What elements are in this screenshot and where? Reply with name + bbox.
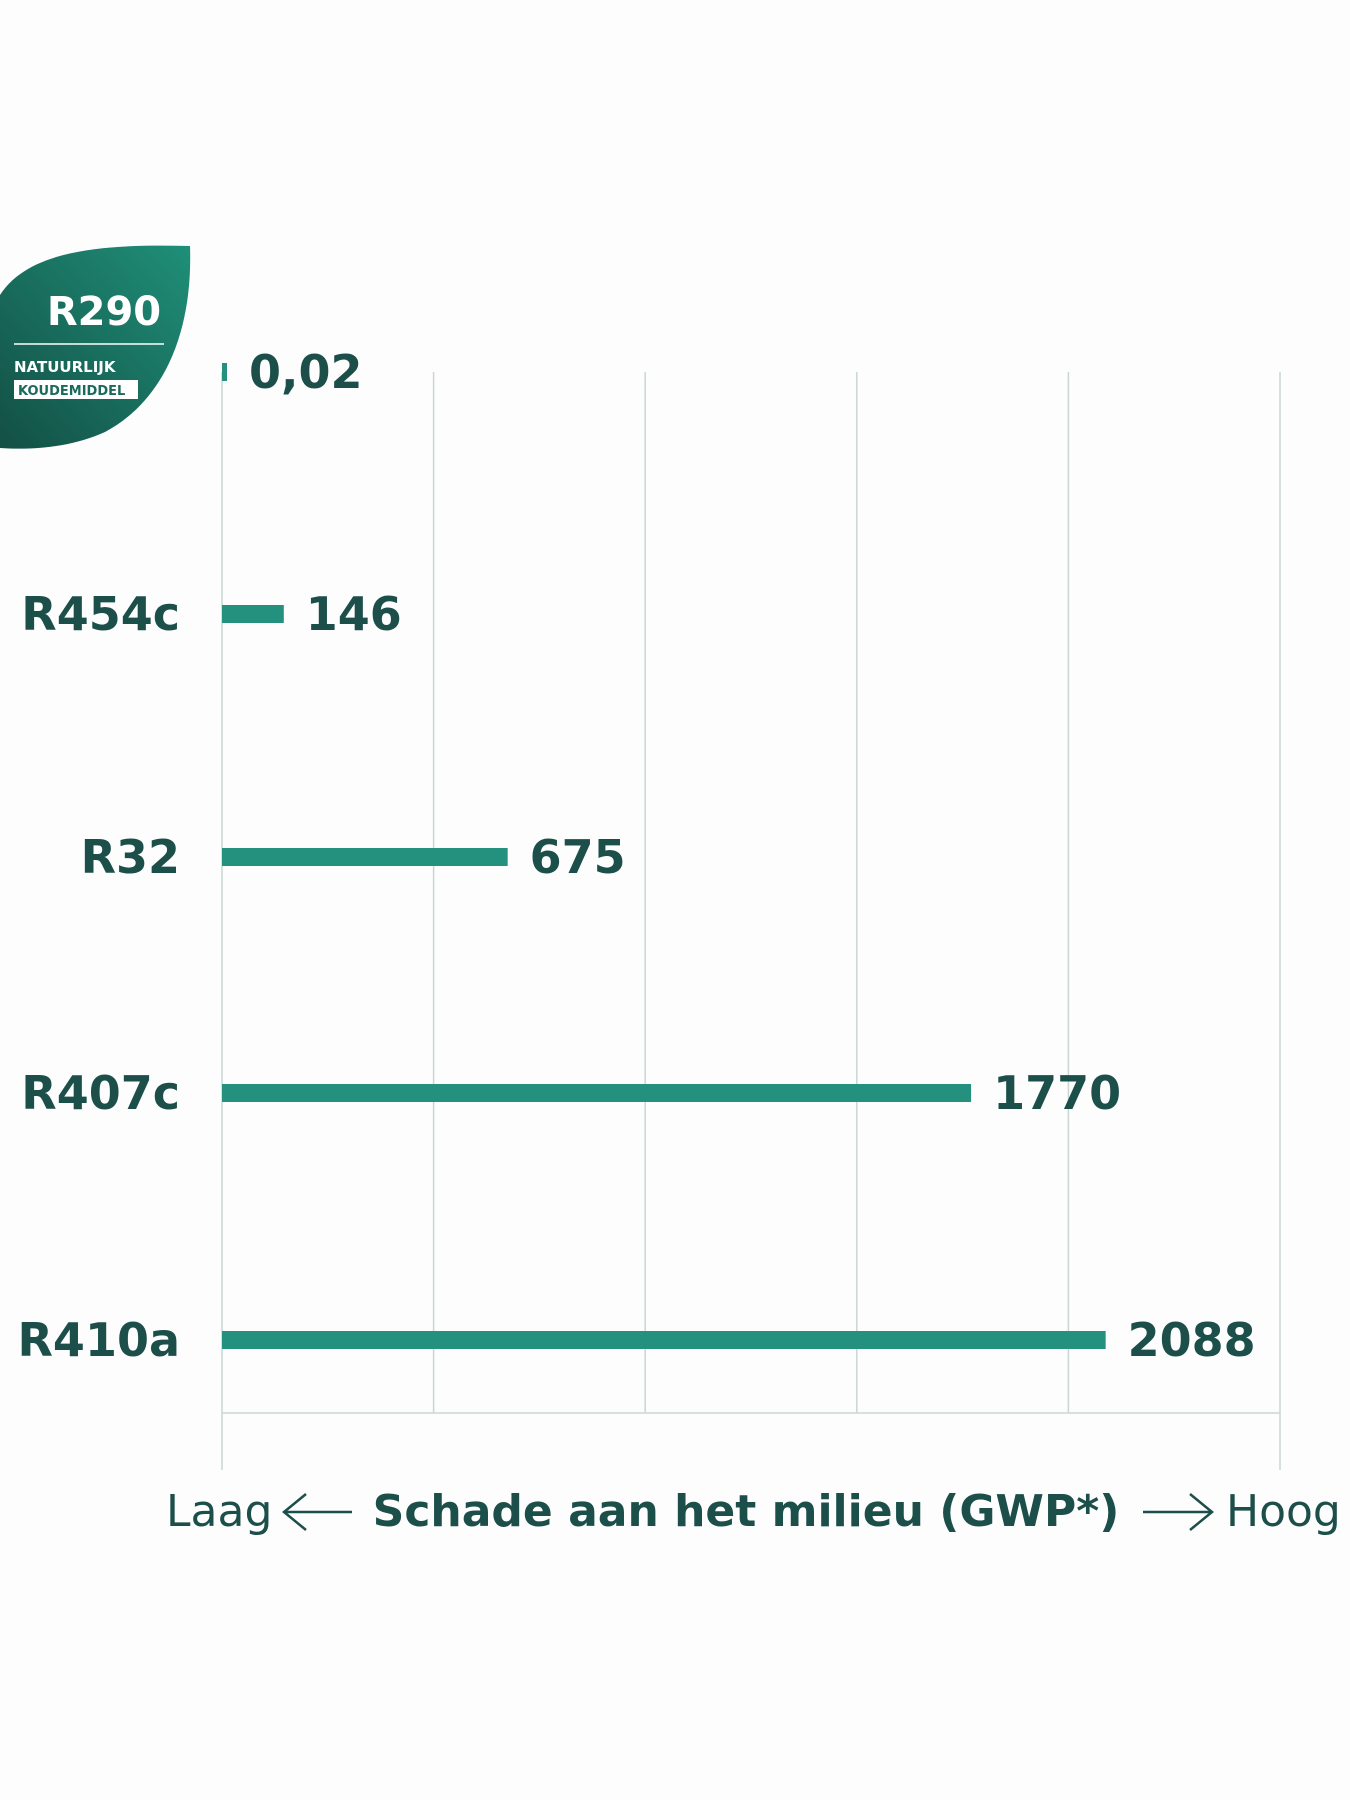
badge-line2: KOUDEMIDDEL: [18, 384, 125, 399]
badge-line1: NATUURLIJK: [14, 358, 117, 376]
leaf-shape: [0, 245, 191, 449]
bars: [222, 363, 1106, 1349]
badge-line2-box: [14, 380, 138, 399]
data-label-r32: 675: [530, 830, 626, 884]
bar-r410a: [222, 1331, 1106, 1349]
bar-r290: [222, 363, 227, 381]
category-label-r32: R32: [81, 830, 180, 884]
bar-r32: [222, 848, 508, 866]
data-label-r410a: 2088: [1128, 1313, 1256, 1367]
x-axis-low-label: Laag: [166, 1486, 272, 1537]
data-label-r290: 0,02: [249, 345, 363, 399]
x-axis-high-label: Hoog: [1226, 1486, 1341, 1537]
bar-r407c: [222, 1084, 972, 1102]
grid-lines: [221, 372, 1281, 1470]
labels: 0,02 146 R454c 675 R32 1770 R407c 2088 R410a: [18, 345, 1256, 1367]
x-axis-title: Schade aan het milieu (GWP*): [373, 1486, 1120, 1537]
axis-footer: Laag Schade aan het milieu (GWP*) Hoog: [166, 1486, 1341, 1537]
badge-title: R290: [47, 289, 161, 335]
arrow-right-icon: [1143, 1493, 1214, 1531]
r290-leaf-badge: R290 NATUURLIJK KOUDEMIDDEL: [0, 245, 191, 449]
category-label-r407c: R407c: [21, 1066, 180, 1120]
category-label-r410a: R410a: [18, 1313, 180, 1367]
data-label-r407c: 1770: [993, 1066, 1121, 1120]
category-label-r454c: R454c: [21, 587, 180, 641]
arrow-left-icon: [282, 1493, 352, 1531]
bar-r454c: [222, 605, 284, 623]
data-label-r454c: 146: [306, 587, 402, 641]
